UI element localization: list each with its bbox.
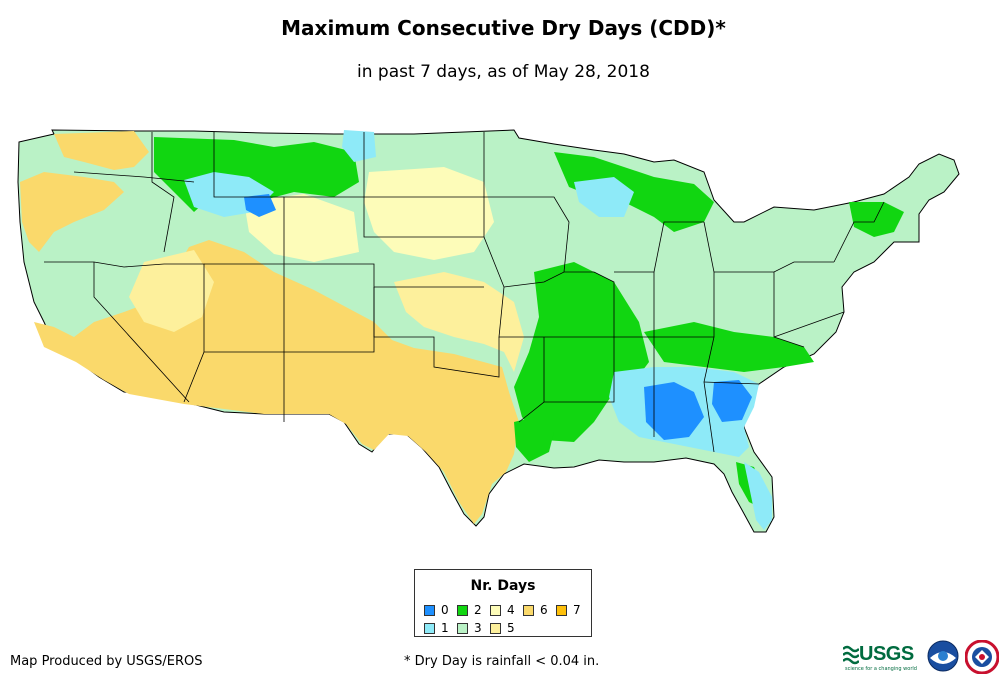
legend-item-4: 4 — [490, 602, 523, 618]
usgs-logo: USGS — [843, 643, 914, 666]
legend-swatch-3 — [457, 622, 468, 634]
carolina-blue-zone — [712, 380, 752, 422]
map-subtitle: in past 7 days, as of May 28, 2018 — [357, 62, 650, 82]
legend-swatch-1 — [424, 622, 435, 634]
legend-title: Nr. Days — [470, 578, 536, 594]
legend-row-2: 1 3 5 — [424, 620, 594, 636]
state-boundaries — [44, 132, 885, 453]
legend-label-5: 5 — [507, 621, 515, 635]
legend-swatch-6 — [523, 604, 534, 616]
ohio-valley-green-zone — [644, 322, 814, 372]
dry-day-footnote: * Dry Day is rainfall < 0.04 in. — [404, 654, 600, 669]
map-title: Maximum Consecutive Dry Days (CDD)* — [281, 16, 726, 40]
legend-label-3: 3 — [474, 621, 482, 635]
nw-yellow-zone — [54, 131, 149, 170]
legend-swatch-4 — [490, 604, 501, 616]
legend-swatch-0 — [424, 604, 435, 616]
plains-light-yellow — [394, 272, 524, 372]
legend-label-2: 2 — [474, 603, 482, 617]
nws-logo-icon — [965, 640, 999, 674]
legend-label-7: 7 — [573, 603, 581, 617]
usgs-tagline: science for a changing world — [845, 666, 917, 672]
great-basin-light-yellow — [129, 250, 214, 332]
west-coast-yellow — [20, 172, 124, 252]
legend-label-1: 1 — [441, 621, 449, 635]
legend-item-6: 6 — [523, 602, 556, 618]
us-dry-days-map — [17, 129, 960, 533]
legend-swatch-2 — [457, 604, 468, 616]
wisconsin-light-blue-zone — [574, 177, 634, 217]
legend-item-1: 1 — [424, 620, 457, 636]
legend-item-0: 0 — [424, 602, 457, 618]
legend-swatch-7 — [556, 604, 567, 616]
map-credit: Map Produced by USGS/EROS — [10, 654, 203, 669]
wyoming-blue-zone — [244, 194, 276, 217]
legend-item-5: 5 — [490, 620, 523, 636]
legend-row-1: 0 2 4 6 7 — [424, 602, 594, 618]
new-england-green-zone — [849, 202, 904, 237]
florida-light-blue-zone — [744, 462, 772, 530]
usgs-wave-icon — [843, 645, 859, 664]
legend-label-0: 0 — [441, 603, 449, 617]
legend-swatch-5 — [490, 622, 501, 634]
georgia-blue-zone — [644, 382, 704, 440]
usgs-wordmark: USGS — [859, 643, 914, 665]
noaa-logo-icon — [927, 640, 959, 672]
legend-label-6: 6 — [540, 603, 548, 617]
legend-item-3: 3 — [457, 620, 490, 636]
legend: Nr. Days 0 2 4 6 7 — [414, 569, 592, 637]
north-dakota-light-blue-zone — [342, 130, 376, 162]
agency-logos: USGS science for a changing world — [843, 640, 1003, 680]
legend-label-4: 4 — [507, 603, 515, 617]
legend-item-7: 7 — [556, 602, 589, 618]
mississippi-green-zone — [514, 262, 649, 442]
legend-item-2: 2 — [457, 602, 490, 618]
texas-green-zone — [514, 417, 554, 462]
